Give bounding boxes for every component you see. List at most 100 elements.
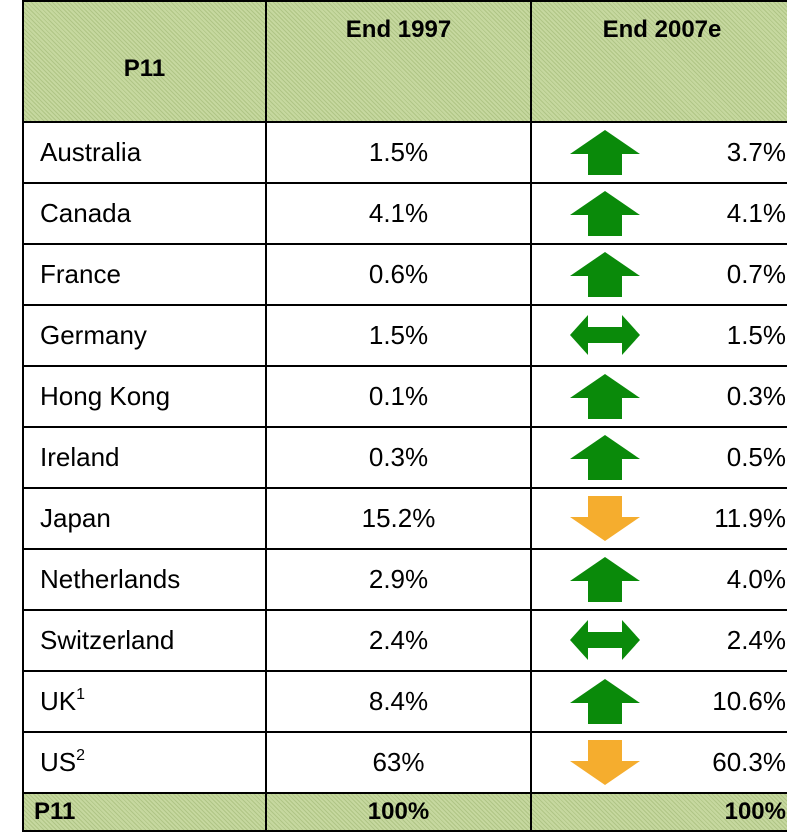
- value-1997: 2.9%: [265, 548, 532, 611]
- table-row: Canada 4.1% 4.1%: [22, 182, 787, 245]
- value-2007-wrap: 0.3%: [532, 374, 787, 419]
- footer-cell: 100%: [530, 792, 787, 832]
- header-row: P11 End 1997 End 2007e: [22, 0, 787, 123]
- country-cell: Netherlands: [22, 548, 267, 611]
- value-1997: 0.1%: [265, 365, 532, 428]
- value-2007-cell: 1.5%: [530, 304, 787, 367]
- value-2007-cell: 60.3%: [530, 731, 787, 794]
- value-2007: 3.7%: [726, 137, 786, 167]
- trend-arrow: [570, 374, 640, 419]
- table-row: Hong Kong 0.1% 0.3%: [22, 365, 787, 428]
- trend-arrow: [570, 191, 640, 236]
- value-2007-wrap: 60.3%: [532, 740, 787, 785]
- header-cell: End 1997: [265, 0, 532, 123]
- table-row: US2 63% 60.3%: [22, 731, 787, 794]
- value-2007-wrap: 0.7%: [532, 252, 787, 297]
- table-row: Germany 1.5% 1.5%: [22, 304, 787, 367]
- country-cell: Canada: [22, 182, 267, 245]
- country-cell: UK1: [22, 670, 267, 733]
- trend-arrow: [570, 252, 640, 297]
- value-2007-cell: 11.9%: [530, 487, 787, 550]
- country-cell: Switzerland: [22, 609, 267, 672]
- country-cell: France: [22, 243, 267, 306]
- value-1997: 0.6%: [265, 243, 532, 306]
- header-cell: P11: [22, 0, 267, 123]
- value-2007-cell: 10.6%: [530, 670, 787, 733]
- country-name: France: [40, 259, 121, 289]
- value-1997: 63%: [265, 731, 532, 794]
- value-2007: 0.7%: [726, 259, 786, 289]
- value-2007: 11.9%: [714, 503, 786, 533]
- page: P11 End 1997 End 2007e Australia 1.5% 3.7%…: [22, 0, 787, 832]
- table-row: Netherlands 2.9% 4.0%: [22, 548, 787, 611]
- country-cell: US2: [22, 731, 267, 794]
- value-2007-cell: 0.5%: [530, 426, 787, 489]
- value-2007: 4.0%: [726, 564, 786, 594]
- value-2007-wrap: 2.4%: [532, 618, 787, 663]
- footer-cell: 100%: [265, 792, 532, 832]
- value-2007-wrap: 11.9%: [532, 496, 787, 541]
- value-2007: 60.3%: [712, 747, 786, 777]
- value-2007-cell: 2.4%: [530, 609, 787, 672]
- table-row: UK1 8.4% 10.6%: [22, 670, 787, 733]
- value-2007-cell: 4.0%: [530, 548, 787, 611]
- country-cell: Germany: [22, 304, 267, 367]
- value-2007-wrap: 4.0%: [532, 557, 787, 602]
- table-row: Switzerland 2.4% 2.4%: [22, 609, 787, 672]
- country-cell: Australia: [22, 121, 267, 184]
- value-2007: 0.3%: [726, 381, 786, 411]
- value-1997: 1.5%: [265, 121, 532, 184]
- value-2007-wrap: 3.7%: [532, 130, 787, 175]
- country-cell: Japan: [22, 487, 267, 550]
- country-name: Australia: [40, 137, 142, 167]
- trend-arrow: [570, 435, 640, 480]
- value-2007-wrap: 10.6%: [532, 679, 787, 724]
- country-name: Ireland: [40, 442, 120, 472]
- header-cell: End 2007e: [530, 0, 787, 123]
- trend-arrow: [570, 740, 640, 785]
- value-2007-wrap: 1.5%: [532, 313, 787, 358]
- value-1997: 8.4%: [265, 670, 532, 733]
- value-1997: 15.2%: [265, 487, 532, 550]
- country-name: UK: [40, 686, 77, 716]
- value-2007-cell: 3.7%: [530, 121, 787, 184]
- table-row: Australia 1.5% 3.7%: [22, 121, 787, 184]
- value-2007: 4.1%: [726, 198, 786, 228]
- trend-arrow: [570, 496, 640, 541]
- footnote-marker: 2: [76, 747, 86, 764]
- country-name: Japan: [40, 503, 111, 533]
- country-name: Switzerland: [40, 625, 175, 655]
- country-cell: Hong Kong: [22, 365, 267, 428]
- country-name: Netherlands: [40, 564, 181, 594]
- data-table: P11 End 1997 End 2007e Australia 1.5% 3.7%…: [22, 0, 787, 832]
- country-name: Hong Kong: [40, 381, 171, 411]
- value-1997: 4.1%: [265, 182, 532, 245]
- table-row: Japan 15.2% 11.9%: [22, 487, 787, 550]
- value-2007: 1.5%: [726, 320, 786, 350]
- footer-row: P11 100% 100%: [22, 792, 787, 832]
- value-2007: 0.5%: [726, 442, 786, 472]
- trend-arrow: [570, 557, 640, 602]
- value-1997: 1.5%: [265, 304, 532, 367]
- trend-arrow: [570, 315, 640, 355]
- footer-cell: P11: [22, 792, 267, 832]
- value-1997: 2.4%: [265, 609, 532, 672]
- trend-arrow: [570, 679, 640, 724]
- country-name: Germany: [40, 320, 147, 350]
- value-2007: 10.6%: [712, 686, 786, 716]
- value-2007-wrap: 4.1%: [532, 191, 787, 236]
- table-row: Ireland 0.3% 0.5%: [22, 426, 787, 489]
- country-name: US: [40, 747, 77, 777]
- country-name: Canada: [40, 198, 132, 228]
- trend-arrow: [570, 130, 640, 175]
- value-2007-wrap: 0.5%: [532, 435, 787, 480]
- value-2007-cell: 0.7%: [530, 243, 787, 306]
- value-2007-cell: 0.3%: [530, 365, 787, 428]
- table-row: France 0.6% 0.7%: [22, 243, 787, 306]
- country-cell: Ireland: [22, 426, 267, 489]
- value-1997: 0.3%: [265, 426, 532, 489]
- footnote-marker: 1: [76, 686, 86, 703]
- trend-arrow: [570, 620, 640, 660]
- value-2007: 2.4%: [726, 625, 786, 655]
- value-2007-cell: 4.1%: [530, 182, 787, 245]
